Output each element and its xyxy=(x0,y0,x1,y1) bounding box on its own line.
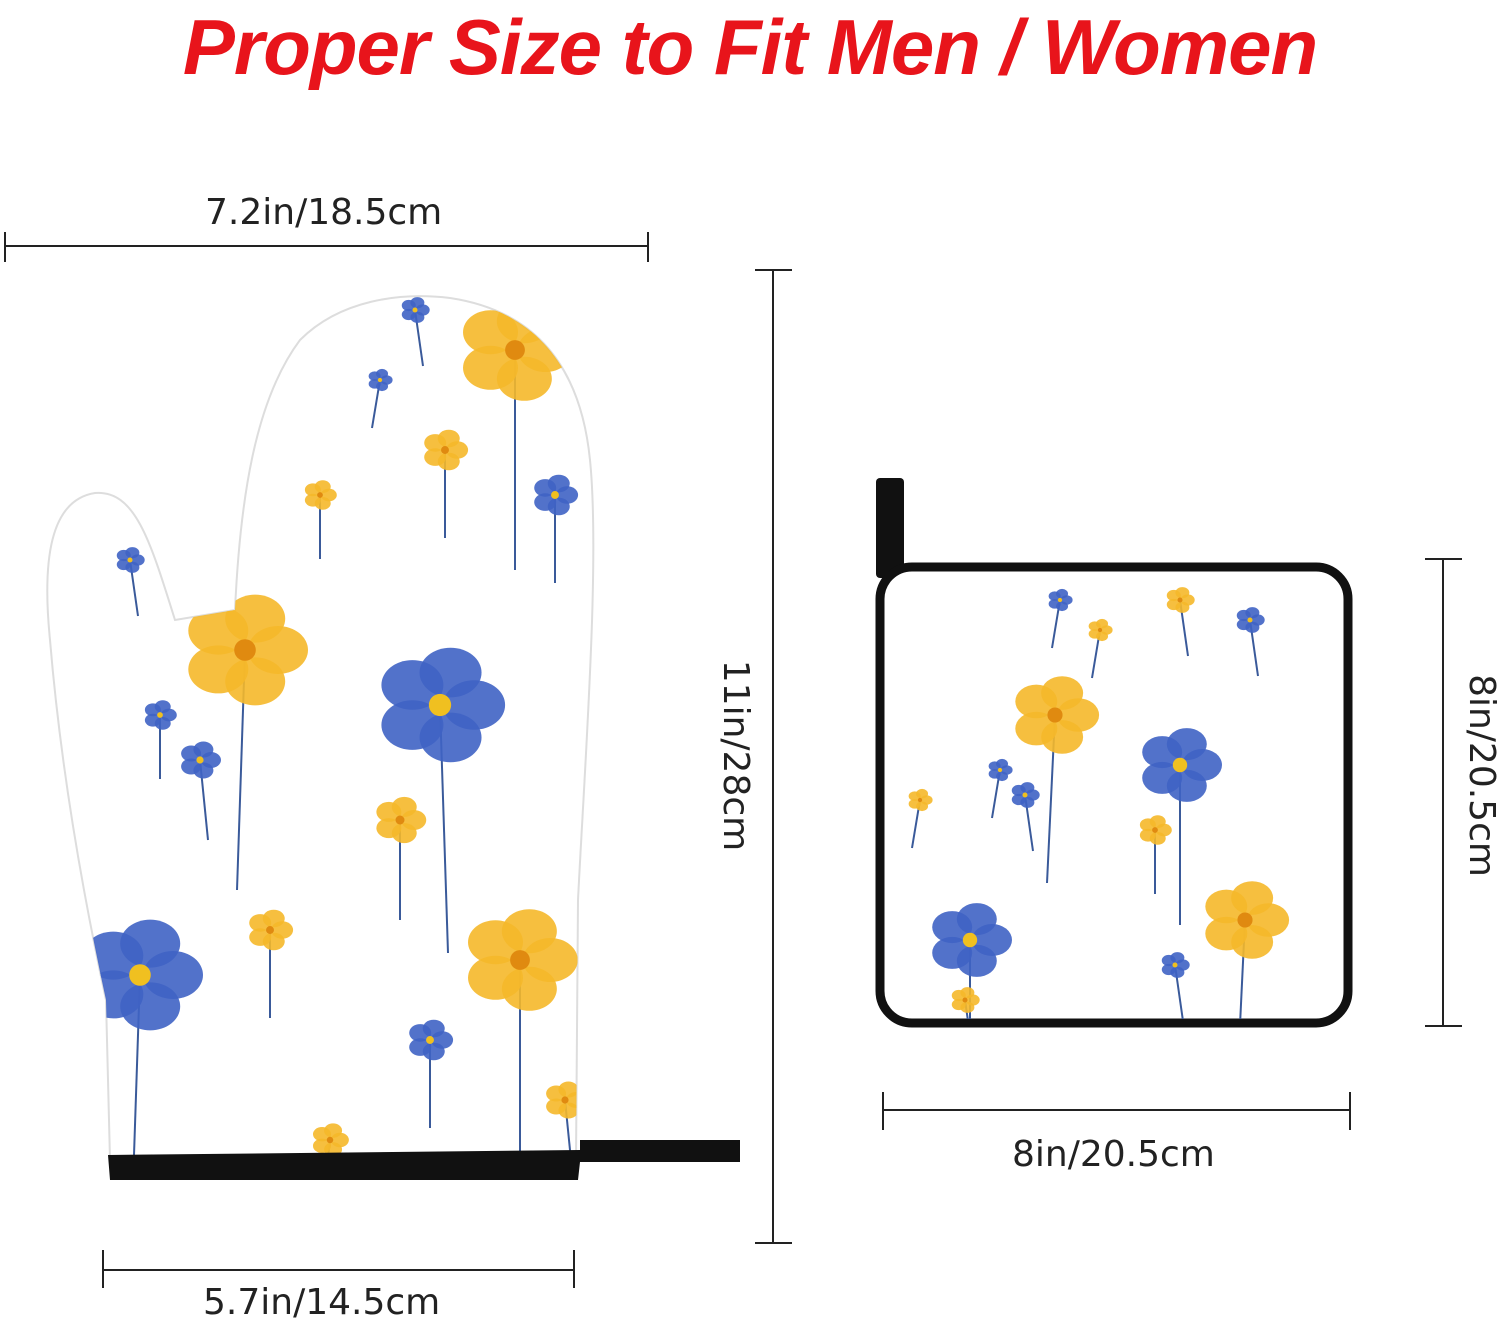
flower-motif xyxy=(181,741,221,841)
flower-motif xyxy=(546,1081,586,1160)
flower-motif xyxy=(368,368,393,429)
flower-motif xyxy=(1166,587,1195,657)
flower-motif xyxy=(988,758,1013,819)
flower-motif xyxy=(1088,618,1113,679)
mitt-height-label: 11in/28cm xyxy=(715,659,757,852)
flower-motif xyxy=(1236,607,1265,677)
oven-mitt xyxy=(46,295,740,1180)
flower-motif xyxy=(1142,728,1222,925)
flower-motif xyxy=(188,594,308,891)
flower-motif xyxy=(932,903,1012,1019)
flower-motif xyxy=(1139,815,1172,894)
mitt-cuff-width-label: 5.7in/14.5cm xyxy=(203,1282,441,1323)
pot-holder xyxy=(875,478,1353,1028)
flower-motif xyxy=(534,474,579,583)
flower-motif xyxy=(304,480,337,559)
flower-motif xyxy=(1205,881,1290,1019)
flower-motif xyxy=(1161,952,1190,1019)
pot-holder-height-label: 8in/20.5cm xyxy=(1460,674,1500,877)
flower-motif xyxy=(468,909,578,1160)
mitt-width-label: 7.2in/18.5cm xyxy=(205,192,443,233)
flower-motif xyxy=(116,547,145,617)
page-title: Proper Size to Fit Men / Women xyxy=(182,3,1318,91)
flower-motif xyxy=(951,987,980,1019)
flower-motif xyxy=(908,788,933,849)
pot-holder-width-label: 8in/20.5cm xyxy=(1012,1134,1215,1175)
flower-motif xyxy=(424,429,469,538)
flower-motif xyxy=(401,297,430,367)
flower-motif xyxy=(1015,676,1100,884)
flower-motif xyxy=(381,647,506,954)
flower-motif xyxy=(1011,782,1040,852)
flower-motif xyxy=(144,700,177,779)
flower-motif xyxy=(1048,588,1073,649)
flower-motif xyxy=(249,909,294,1018)
dimension-lines xyxy=(4,232,1462,1288)
flower-motif xyxy=(409,1019,454,1128)
flower-motif xyxy=(376,796,427,920)
